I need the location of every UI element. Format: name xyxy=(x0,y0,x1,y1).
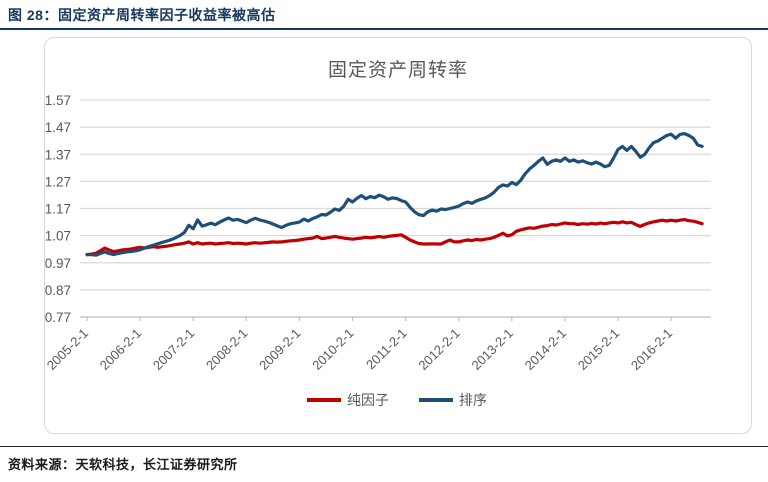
legend-item: 纯因子 xyxy=(307,390,389,410)
x-tick-label: 2012-2-1 xyxy=(415,326,462,373)
series-line-排序 xyxy=(85,132,704,257)
legend-label: 纯因子 xyxy=(347,392,389,408)
y-tick-label: 1.37 xyxy=(45,147,71,162)
legend-label: 排序 xyxy=(459,392,487,408)
x-tick-label: 2006-2-1 xyxy=(97,326,144,373)
x-tick-label: 2016-2-1 xyxy=(628,326,675,373)
x-tick-label: 2011-2-1 xyxy=(363,326,410,373)
series-line-纯因子 xyxy=(85,218,704,257)
chart-title: 固定资产周转率 xyxy=(327,60,468,81)
x-tick-label: 2010-2-1 xyxy=(309,326,356,373)
chart-legend: 纯因子 排序 xyxy=(44,390,750,410)
source-note: 资料来源：天软科技，长江证券研究所 xyxy=(8,457,238,472)
x-tick-label: 2009-2-1 xyxy=(256,326,303,373)
y-tick-label: 0.87 xyxy=(45,283,71,298)
legend-swatch xyxy=(307,398,341,402)
x-tick-label: 2007-2-1 xyxy=(150,326,197,373)
y-tick-label: 1.17 xyxy=(45,202,71,217)
header-divider xyxy=(0,28,768,30)
x-tick-label: 2014-2-1 xyxy=(522,326,569,373)
y-tick-label: 1.07 xyxy=(45,229,71,244)
legend-swatch xyxy=(419,398,453,402)
y-tick-label: 1.47 xyxy=(45,120,71,135)
y-tick-label: 0.77 xyxy=(45,310,71,325)
footer-divider xyxy=(0,446,768,447)
x-tick-label: 2005-2-1 xyxy=(44,326,91,373)
figure-caption: 图 28：固定资产周转率因子收益率被高估 xyxy=(8,7,276,23)
y-tick-label: 0.97 xyxy=(45,256,71,271)
legend-item: 排序 xyxy=(419,390,487,410)
x-tick-label: 2013-2-1 xyxy=(469,326,516,373)
x-tick-label: 2015-2-1 xyxy=(575,326,622,373)
y-tick-label: 1.27 xyxy=(45,174,71,189)
y-tick-label: 1.57 xyxy=(45,93,71,108)
x-tick-label: 2008-2-1 xyxy=(203,326,250,373)
